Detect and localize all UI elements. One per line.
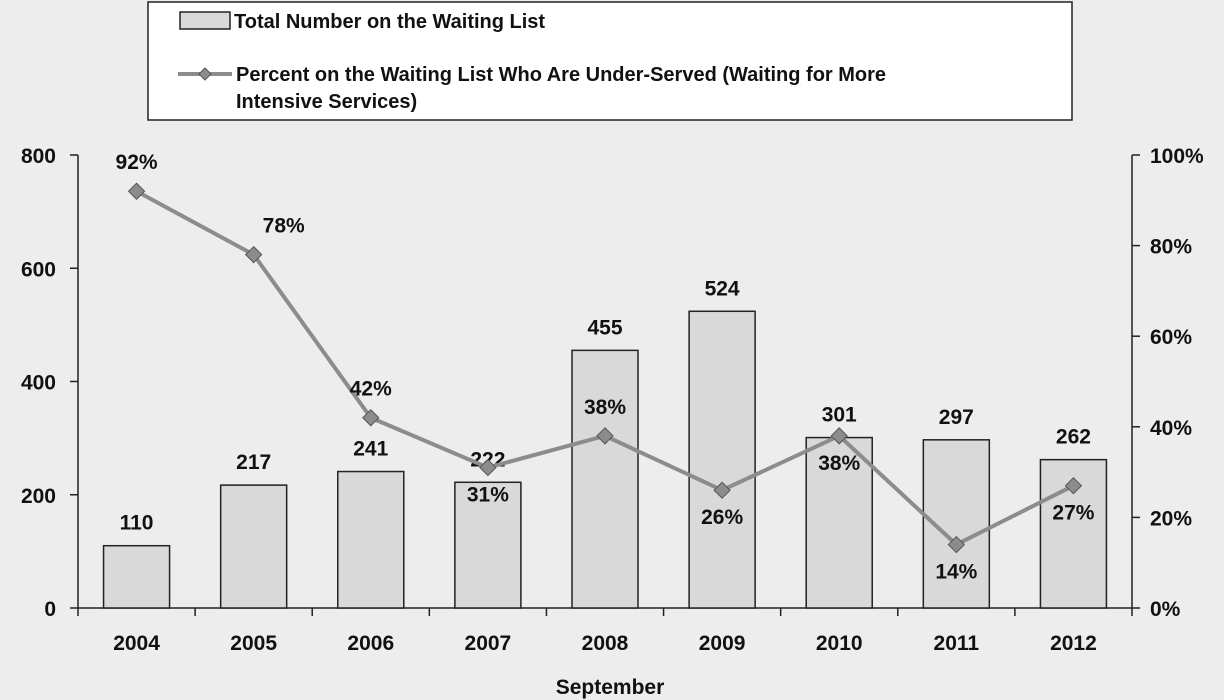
legend-bar-label: Total Number on the Waiting List — [234, 11, 545, 33]
pct-label-2005: 78% — [263, 215, 305, 238]
bar-2008 — [572, 350, 638, 608]
bar-label-2004: 110 — [120, 512, 154, 535]
y-left-tick-label: 0 — [44, 598, 56, 621]
y-right-tick-label: 0% — [1150, 598, 1181, 621]
legend-line-label-2: Intensive Services) — [236, 91, 417, 113]
bar-label-2006: 241 — [353, 438, 388, 461]
bar-2005 — [221, 485, 287, 608]
pct-label-2009: 26% — [701, 506, 743, 529]
line-point-2004 — [129, 183, 145, 199]
bar-2009 — [689, 311, 755, 608]
pct-label-2006: 42% — [350, 378, 392, 401]
bar-2006 — [338, 472, 404, 608]
y-right-tick-label: 100% — [1150, 145, 1204, 168]
x-tick-label: 2005 — [230, 632, 277, 655]
x-tick-label: 2010 — [816, 632, 863, 655]
bar-label-2012: 262 — [1056, 426, 1091, 449]
legend-bar-swatch — [180, 12, 230, 29]
bar-label-2011: 297 — [939, 406, 974, 429]
plot-area: 0 200 400 600 800 0% 20% 40% 60% 80% 100% 110 217 241… — [21, 145, 1204, 655]
legend-line-label-1: Percent on the Waiting List Who Are Unde… — [236, 64, 886, 86]
bar-label-2005: 217 — [236, 451, 271, 474]
x-tick-label: 2012 — [1050, 632, 1097, 655]
legend: Total Number on the Waiting List Percent… — [148, 2, 1072, 120]
y-left-tick-label: 200 — [21, 485, 56, 508]
bar-2004 — [104, 546, 170, 608]
x-tick-label: 2006 — [347, 632, 394, 655]
y-left-tick-label: 400 — [21, 372, 56, 395]
x-tick-label: 2004 — [113, 632, 160, 655]
y-right-tick-label: 40% — [1150, 417, 1192, 440]
x-tick-label: 2011 — [934, 632, 980, 655]
pct-label-2010: 38% — [818, 452, 860, 475]
y-right-tick-label: 60% — [1150, 326, 1192, 349]
pct-label-2012: 27% — [1052, 502, 1094, 525]
x-axis-title: September — [556, 676, 665, 699]
bar-label-2009: 524 — [705, 277, 740, 300]
bar-label-2010: 301 — [822, 404, 857, 427]
x-tick-label: 2007 — [465, 632, 512, 655]
y-left-tick-label: 600 — [21, 258, 56, 281]
y-left-tick-label: 800 — [21, 145, 56, 168]
pct-label-2004: 92% — [116, 151, 158, 174]
x-tick-label: 2009 — [699, 632, 746, 655]
pct-label-2007: 31% — [467, 484, 509, 507]
y-right-tick-label: 20% — [1150, 507, 1192, 530]
pct-label-2008: 38% — [584, 396, 626, 419]
pct-label-2011: 14% — [935, 561, 977, 584]
x-tick-label: 2008 — [582, 632, 629, 655]
y-right-tick-label: 80% — [1150, 236, 1192, 259]
bar-label-2008: 455 — [587, 316, 622, 339]
